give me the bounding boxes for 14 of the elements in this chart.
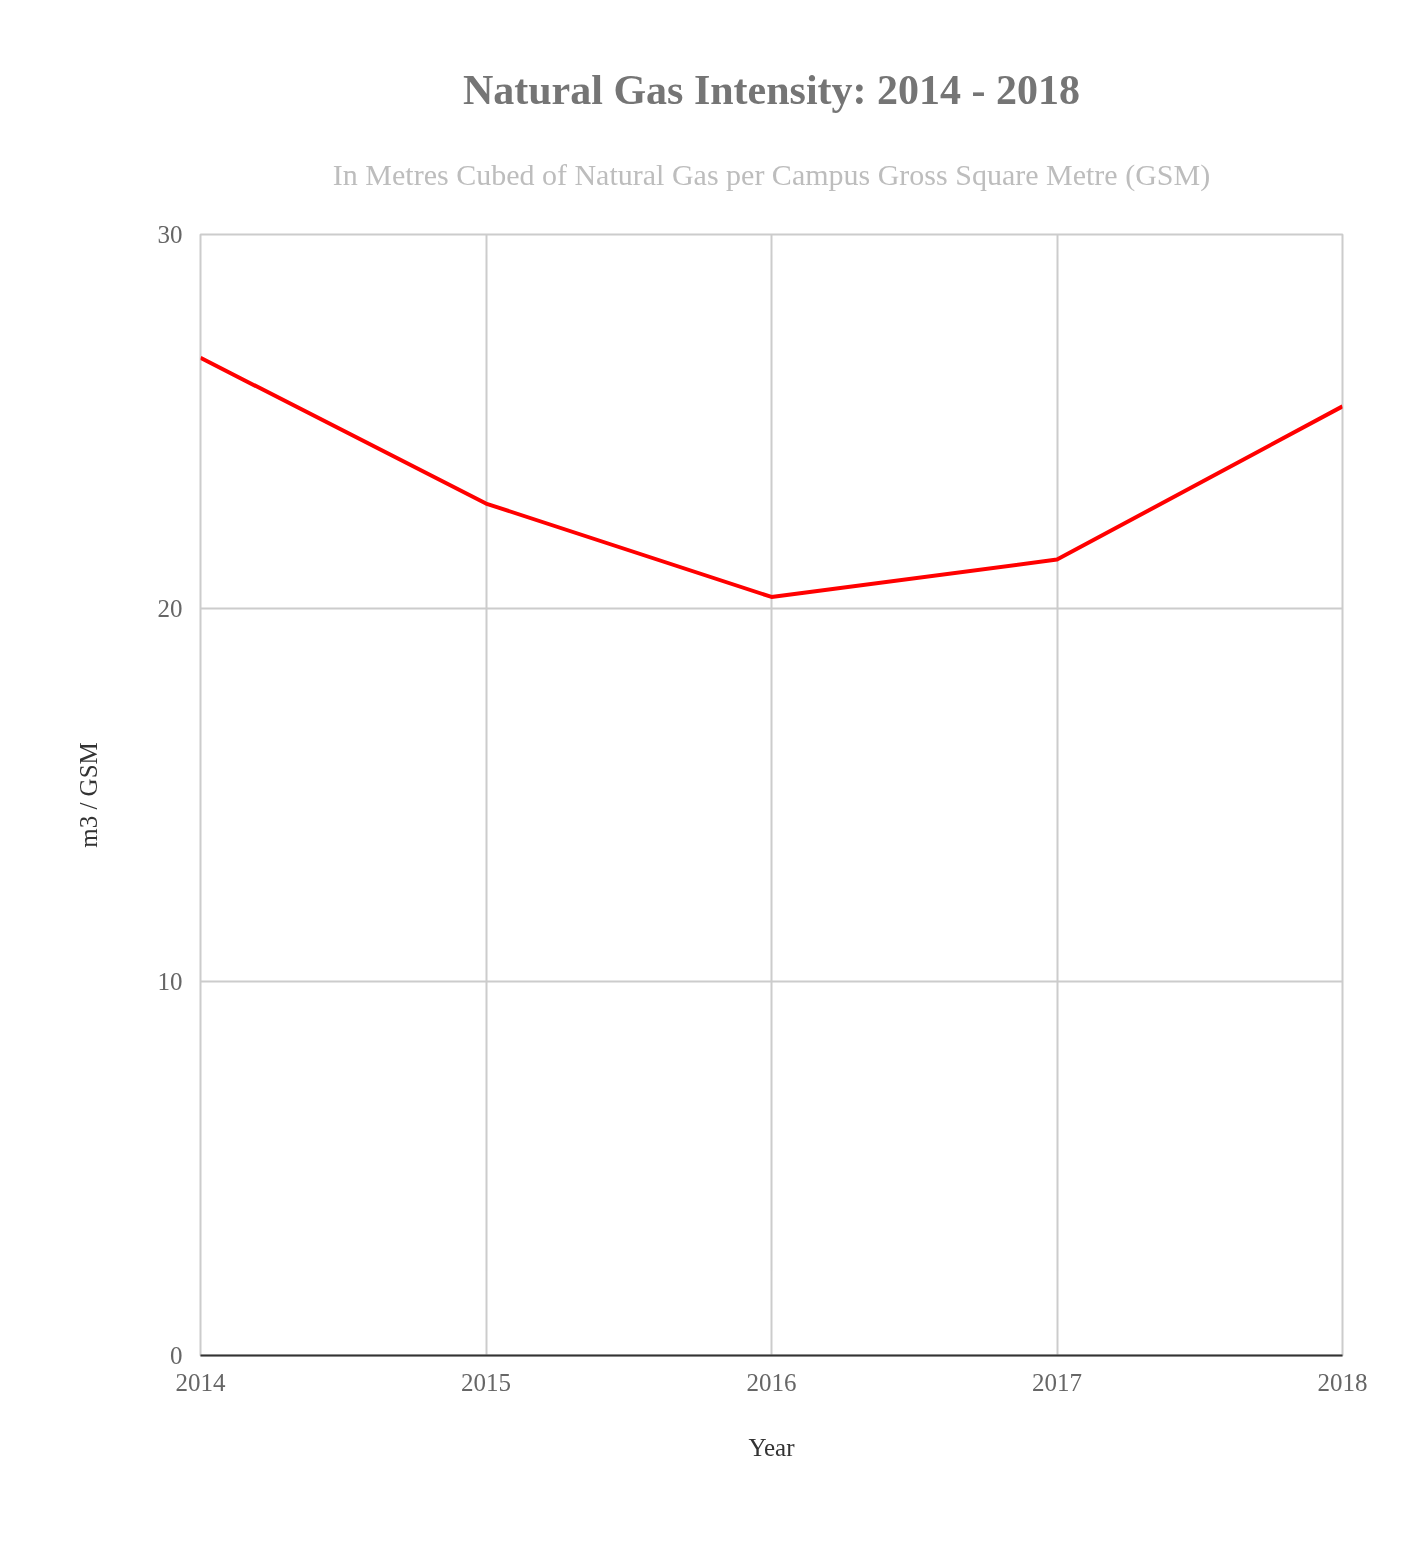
line-series bbox=[200, 355, 1343, 599]
chart-title: Natural Gas Intensity: 2014 - 2018 bbox=[462, 66, 1081, 113]
x-tick-label: 2014 bbox=[175, 1368, 226, 1396]
x-axis-title: Year bbox=[748, 1433, 796, 1461]
y-axis-title: m3 / GSM bbox=[74, 742, 102, 848]
y-tick-label: 0 bbox=[170, 1342, 183, 1369]
y-tick-label: 30 bbox=[157, 221, 183, 248]
x-tick-label: 2015 bbox=[461, 1368, 511, 1396]
x-tick-label: 2016 bbox=[746, 1368, 797, 1396]
x-tick-label: 2018 bbox=[1317, 1368, 1368, 1396]
y-tick-label: 20 bbox=[157, 594, 183, 622]
x-tick-label: 2017 bbox=[1032, 1368, 1082, 1396]
y-tick-label: 10 bbox=[157, 968, 183, 996]
chart-subtitle: In Metres Cubed of Natural Gas per Campus Gross Square Metre (GSM) bbox=[332, 158, 1211, 192]
